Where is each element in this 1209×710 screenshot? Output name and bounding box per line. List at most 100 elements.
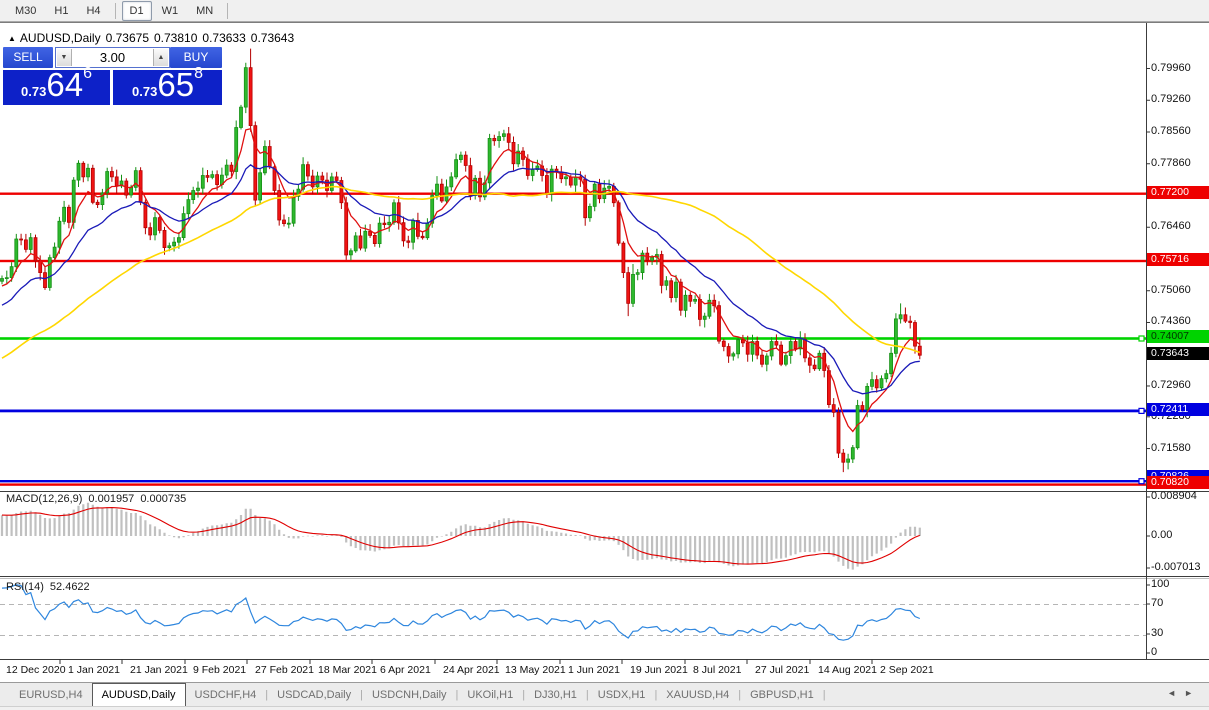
price-level-badge: 0.70820 [1147, 476, 1209, 489]
tab-scroll-left-icon[interactable]: ◄ [1167, 688, 1185, 698]
tab-divider: | [522, 689, 526, 701]
date-axis-label: 14 Aug 2021 [818, 664, 877, 676]
tab-usdchf-h4[interactable]: USDCHF,H4 [194, 689, 257, 701]
hline-handle[interactable] [1138, 478, 1145, 485]
panel-separator[interactable] [0, 576, 1209, 577]
ohlc-close: 0.73643 [250, 31, 295, 45]
toolbar-separator [114, 2, 116, 19]
timeframe-button-d1[interactable]: D1 [121, 0, 152, 21]
hline-0.772[interactable] [0, 192, 1146, 195]
date-axis-label: 24 Apr 2021 [443, 664, 500, 676]
ohlc-low: 0.73633 [202, 31, 246, 45]
moving-average-slow [1, 185, 921, 359]
hline-0.75716[interactable] [0, 259, 1146, 263]
date-axis-label: 2 Sep 2021 [880, 664, 934, 676]
tab-scroll-arrows[interactable]: ◄► [1167, 688, 1201, 698]
tab-ukoil-h1[interactable]: UKOil,H1 [467, 689, 514, 701]
price-level-badge: 0.77200 [1147, 186, 1209, 199]
buy-price-base: 0.73 [132, 84, 158, 99]
volume-spinner[interactable]: ▼ 3.00 ▲ [55, 47, 170, 68]
date-axis-label: 12 Dec 2020 [6, 664, 66, 676]
hline-handle[interactable] [1138, 407, 1145, 414]
volume-value[interactable]: 3.00 [99, 50, 126, 65]
hline-0.7082[interactable] [0, 483, 1146, 486]
date-axis-label: 1 Jun 2021 [568, 664, 620, 676]
chart-title: ▲ AUDUSD,Daily 0.73675 0.73810 0.73633 0.7364… [8, 31, 299, 45]
hline-handle[interactable] [1138, 335, 1145, 342]
tab-usdcnh-daily[interactable]: USDCNH,Daily [371, 689, 447, 701]
one-click-trade-panel: SELL ▼ 3.00 ▲ BUY 0.73646 0.73658 [3, 47, 222, 127]
rsi-axis-label: 30 [1151, 627, 1164, 639]
rsi-value: 52.4622 [49, 581, 90, 593]
macd-axis-label: 0.008904 [1151, 490, 1197, 502]
timeframe-button-w1[interactable]: W1 [161, 4, 179, 17]
tab-audusd-daily[interactable]: AUDUSD,Daily [91, 683, 186, 706]
hline-0.70826[interactable] [0, 480, 1146, 483]
up-candle-bodies [0, 67, 903, 463]
tab-usdx-h1[interactable]: USDX,H1 [597, 689, 646, 701]
ohlc-high: 0.73810 [154, 31, 198, 45]
chart-canvas[interactable] [0, 23, 1209, 683]
price-level-badge: 0.72411 [1147, 403, 1209, 416]
date-axis-label: 13 May 2021 [505, 664, 566, 676]
date-axis-label: 19 Jun 2021 [630, 664, 688, 676]
tab-divider: | [654, 689, 658, 701]
hline-0.72411[interactable] [0, 409, 1146, 413]
tab-eurusd-h4[interactable]: EURUSD,H4 [19, 689, 83, 701]
chart-window[interactable]: ▲ AUDUSD,Daily 0.73675 0.73810 0.73633 0.7364… [0, 22, 1209, 682]
timeframe-button-h1[interactable]: H1 [54, 4, 69, 17]
buy-price-sup: 8 [194, 65, 203, 82]
macd-main-value: 0.001957 [88, 493, 135, 505]
panel-separator[interactable] [0, 578, 1209, 579]
panel-separator[interactable] [0, 659, 1209, 660]
tab-dj30-h1[interactable]: DJ30,H1 [534, 689, 577, 701]
trade-buttons-row: SELL ▼ 3.00 ▲ BUY [3, 47, 222, 69]
macd-axis-label: -0.007013 [1151, 561, 1201, 573]
panel-separator[interactable] [0, 491, 1209, 492]
volume-increase-icon[interactable]: ▲ [153, 49, 168, 66]
chart-symbol-label: AUDUSD,Daily [19, 31, 101, 45]
price-axis-label: 0.76460 [1151, 220, 1191, 232]
timeframe-button-m30[interactable]: M30 [15, 4, 37, 17]
rsi-axis-label: 0 [1151, 646, 1158, 658]
macd-axis-label: 0.00 [1151, 529, 1173, 541]
buy-price-tile[interactable]: 0.73658 [113, 65, 222, 105]
tab-xauusd-h4[interactable]: XAUUSD,H4 [666, 689, 730, 701]
tab-scroll-right-icon[interactable]: ► [1184, 688, 1201, 698]
timeframe-button-h4[interactable]: H4 [86, 4, 101, 17]
price-axis-label: 0.72960 [1151, 379, 1191, 391]
buy-button[interactable]: BUY [170, 47, 222, 68]
price-level-badge: 0.75716 [1147, 253, 1209, 266]
price-axis-label: 0.79260 [1151, 93, 1191, 105]
tab-divider: | [585, 689, 589, 701]
collapse-triangle-icon[interactable]: ▲ [8, 34, 16, 43]
ohlc-open: 0.73675 [105, 31, 149, 45]
hline-0.74007[interactable] [0, 337, 1146, 340]
date-axis-label: 21 Jan 2021 [130, 664, 188, 676]
price-level-badge: 0.74007 [1147, 330, 1209, 343]
timeframe-button-mn[interactable]: MN [196, 4, 214, 17]
tab-divider: | [455, 689, 459, 701]
moving-average-fast [1, 128, 921, 433]
toolbar-separator [227, 2, 229, 19]
rsi-label: RSI(14) 52.4622 [6, 581, 96, 593]
tab-gbpusd-h1[interactable]: GBPUSD,H1 [750, 689, 814, 701]
price-axis-label: 0.77860 [1151, 157, 1191, 169]
sell-price-tile[interactable]: 0.73646 [3, 65, 110, 105]
rsi-line [1, 584, 921, 641]
date-axis-label: 18 Mar 2021 [318, 664, 377, 676]
sell-button[interactable]: SELL [3, 47, 53, 68]
price-axis-label: 0.71580 [1151, 442, 1191, 454]
volume-decrease-icon[interactable]: ▼ [57, 49, 72, 66]
price-axis-label: 0.78560 [1151, 125, 1191, 137]
tab-divider: | [265, 689, 269, 701]
buy-price-big: 65 [157, 66, 195, 103]
price-axis-label: 0.75060 [1151, 284, 1191, 296]
tab-divider: | [360, 689, 363, 701]
price-axis-border [1146, 23, 1147, 659]
timeframe-toolbar: M30 H1 H4 D1 W1 MN [0, 0, 1209, 22]
chart-tab-bar: EURUSD,H4 AUDUSD,Daily USDCHF,H4 | USDCAD,Da… [0, 682, 1209, 706]
tab-usdcad-daily[interactable]: USDCAD,Daily [277, 689, 352, 701]
macd-signal-line [1, 507, 921, 565]
sell-price-sup: 6 [83, 65, 92, 82]
